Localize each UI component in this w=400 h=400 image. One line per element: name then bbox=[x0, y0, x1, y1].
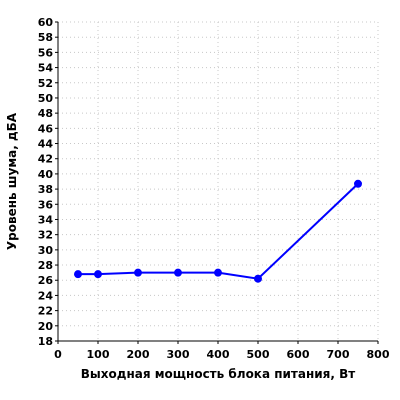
x-tick-label: 600 bbox=[287, 348, 310, 361]
x-axis-label: Выходная мощность блока питания, Вт bbox=[81, 367, 356, 381]
x-tick-label: 500 bbox=[247, 348, 270, 361]
y-tick-label: 38 bbox=[38, 183, 53, 196]
y-tick-label: 20 bbox=[38, 320, 54, 333]
y-tick-label: 40 bbox=[38, 168, 54, 181]
grid bbox=[57, 21, 379, 342]
x-tick-label: 700 bbox=[327, 348, 350, 361]
x-tick-label: 0 bbox=[54, 348, 62, 361]
x-tick-label: 300 bbox=[167, 348, 190, 361]
x-tick-label: 100 bbox=[87, 348, 110, 361]
data-point bbox=[94, 270, 102, 279]
y-tick-label: 46 bbox=[38, 122, 54, 135]
data-point bbox=[354, 179, 362, 188]
y-tick-label: 54 bbox=[38, 62, 54, 75]
data-point bbox=[214, 268, 222, 277]
y-tick-label: 24 bbox=[38, 289, 54, 302]
y-tick-labels: 18 20 22 24 26 28 30 32 34 36 38 40 42 44 46 48 50 52 54 56… bbox=[38, 16, 54, 348]
data-point bbox=[134, 268, 142, 277]
y-tick-label: 26 bbox=[38, 274, 54, 287]
y-tick-label: 42 bbox=[38, 153, 53, 166]
series bbox=[74, 179, 362, 283]
y-tick-label: 52 bbox=[38, 77, 53, 90]
x-tick-label: 800 bbox=[367, 348, 390, 361]
y-tick-label: 22 bbox=[38, 305, 53, 318]
x-tick-label: 200 bbox=[127, 348, 150, 361]
y-tick-label: 32 bbox=[38, 229, 53, 242]
y-axis-label: Уровень шума, дБА bbox=[5, 112, 19, 250]
y-tick-label: 48 bbox=[38, 107, 53, 120]
y-tick-label: 60 bbox=[38, 16, 54, 29]
y-tick-label: 58 bbox=[38, 31, 53, 44]
axes bbox=[55, 21, 379, 344]
data-point bbox=[74, 270, 82, 279]
x-tick-label: 400 bbox=[207, 348, 230, 361]
y-tick-label: 44 bbox=[38, 138, 54, 151]
x-tick-labels: 0 100 200 300 400 500 600 700 800 bbox=[54, 348, 390, 361]
y-tick-label: 50 bbox=[38, 92, 54, 105]
y-tick-label: 56 bbox=[38, 46, 54, 59]
y-tick-label: 36 bbox=[38, 198, 54, 211]
data-point bbox=[174, 268, 182, 277]
y-tick-label: 30 bbox=[38, 244, 54, 257]
y-tick-label: 34 bbox=[38, 213, 54, 226]
data-point bbox=[254, 274, 262, 283]
y-tick-label: 18 bbox=[38, 335, 53, 348]
y-tick-label: 28 bbox=[38, 259, 53, 272]
